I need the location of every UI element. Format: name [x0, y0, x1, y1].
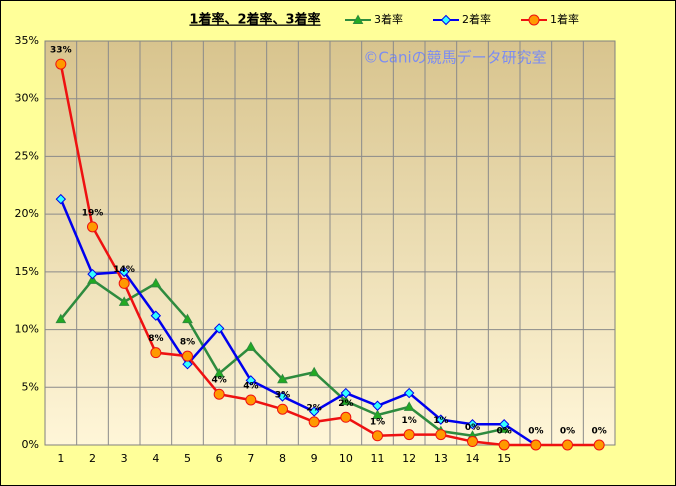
- legend-label: 3着率: [374, 12, 403, 26]
- marker: [498, 419, 510, 430]
- data-label: 0%: [465, 423, 480, 433]
- data-label: 2%: [307, 403, 322, 413]
- marker: [150, 347, 162, 359]
- marker: [87, 221, 98, 233]
- marker: [87, 268, 98, 280]
- data-label: 3%: [275, 391, 290, 401]
- marker: [182, 313, 193, 324]
- y-tick-label: 20%: [15, 207, 39, 220]
- legend-label: 2着率: [462, 12, 491, 26]
- x-tick-label: 10: [339, 452, 353, 465]
- x-tick-label: 11: [371, 452, 385, 465]
- data-label: 8%: [180, 338, 195, 348]
- marker: [55, 313, 67, 324]
- marker: [118, 277, 130, 289]
- data-label: 19%: [82, 208, 104, 218]
- marker: [182, 358, 193, 370]
- marker: [372, 409, 383, 419]
- marker: [118, 266, 130, 278]
- marker: [118, 296, 130, 306]
- marker: [498, 439, 510, 451]
- x-tick-label: 14: [466, 452, 480, 465]
- marker: [340, 395, 352, 406]
- marker: [277, 373, 288, 384]
- data-label: 14%: [113, 265, 135, 275]
- data-label: 1%: [433, 416, 448, 426]
- marker: [87, 274, 98, 284]
- legend: 3着率 2着率 1着率: [345, 12, 579, 26]
- data-label: 4%: [243, 381, 258, 391]
- marker: [308, 416, 320, 428]
- y-tick-label: 30%: [15, 92, 39, 105]
- marker: [277, 391, 288, 402]
- x-tick-label: 2: [89, 452, 96, 465]
- x-tick-label: 6: [216, 452, 223, 465]
- marker: [372, 430, 383, 442]
- data-label: 8%: [148, 334, 163, 344]
- marker: [467, 419, 478, 430]
- y-tick-label: 10%: [15, 323, 39, 336]
- marker: [372, 400, 383, 411]
- marker: [403, 401, 415, 411]
- marker: [562, 439, 573, 451]
- data-label: 2%: [338, 399, 353, 409]
- legend-marker: [440, 14, 452, 26]
- y-tick-label: 0%: [22, 438, 39, 451]
- marker: [213, 388, 225, 400]
- marker: [150, 277, 162, 288]
- data-label: 33%: [50, 46, 72, 56]
- series-line: [59, 198, 537, 447]
- marker: [55, 193, 67, 205]
- x-tick-label: 4: [152, 452, 159, 465]
- marker: [182, 350, 193, 362]
- x-tick-label: 12: [402, 452, 416, 465]
- data-label: 4%: [212, 376, 227, 386]
- marker: [308, 366, 320, 377]
- marker: [308, 406, 320, 417]
- data-label: 0%: [497, 427, 512, 437]
- data-label: 0%: [560, 427, 575, 437]
- watermark: ©Caniの競馬データ研究室: [363, 49, 546, 67]
- x-tick-label: 5: [184, 452, 191, 465]
- y-tick-label: 5%: [22, 380, 39, 393]
- data-label: 0%: [592, 427, 607, 437]
- chart-title: 1着率、2着率、3着率: [189, 12, 320, 28]
- marker: [435, 414, 447, 425]
- x-tick-label: 7: [247, 452, 254, 465]
- marker: [340, 411, 352, 423]
- legend-marker: [528, 14, 540, 26]
- data-label: 1%: [370, 417, 385, 427]
- marker: [245, 375, 257, 386]
- marker: [277, 403, 288, 415]
- marker: [403, 429, 415, 441]
- marker: [435, 429, 447, 441]
- x-tick-label: 8: [279, 452, 286, 465]
- marker: [55, 58, 67, 70]
- data-label: 0%: [528, 427, 543, 437]
- marker: [593, 439, 605, 451]
- marker: [245, 341, 257, 351]
- data-label: 1%: [402, 416, 417, 426]
- legend-marker: [352, 14, 364, 24]
- legend-label: 1着率: [550, 12, 579, 26]
- marker: [403, 387, 415, 399]
- marker: [150, 310, 162, 321]
- marker: [213, 323, 225, 334]
- x-tick-label: 15: [497, 452, 511, 465]
- y-tick-label: 35%: [15, 34, 39, 47]
- marker: [340, 387, 352, 399]
- x-tick-label: 13: [434, 452, 448, 465]
- x-tick-label: 3: [121, 452, 128, 465]
- marker: [467, 436, 478, 448]
- x-tick-label: 1: [57, 452, 64, 465]
- marker: [213, 367, 225, 378]
- x-tick-label: 9: [311, 452, 318, 465]
- marker: [530, 439, 542, 451]
- marker: [245, 394, 257, 406]
- y-tick-label: 25%: [15, 149, 39, 162]
- y-tick-label: 15%: [15, 265, 39, 278]
